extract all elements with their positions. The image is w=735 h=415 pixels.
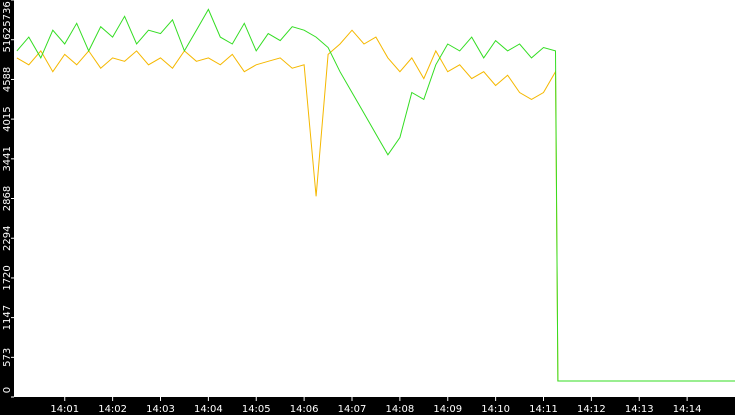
y-tick-label: 5162 [2,27,13,52]
series-line [16,29,735,382]
x-axis-strip [0,397,735,415]
x-tick-label: 14:14 [673,404,702,415]
y-tick-label: 5736 [2,1,13,26]
x-tick-label: 14:10 [481,404,510,415]
x-tick-label: 14:07 [338,404,367,415]
x-tick-label: 14:04 [194,404,223,415]
y-tick-label: 2868 [2,186,13,211]
x-tick-label: 14:08 [385,404,414,415]
x-tick-label: 14:05 [242,404,271,415]
y-tick-label: 4588 [2,67,13,92]
y-axis-strip [0,0,14,415]
y-tick-label: 2294 [2,226,13,251]
x-tick-label: 14:09 [433,404,462,415]
x-tick-label: 14:12 [577,404,606,415]
y-tick-label: 1147 [2,305,13,330]
y-tick-label: 0 [2,387,13,393]
x-tick-label: 14:01 [50,404,79,415]
x-tick-label: 14:02 [98,404,127,415]
x-tick-label: 14:13 [625,404,654,415]
x-tick-label: 14:11 [529,404,558,415]
y-tick-label: 3441 [2,146,13,171]
x-tick-label: 14:06 [290,404,319,415]
x-tick-label: 14:03 [146,404,175,415]
y-tick-label: 573 [2,348,13,367]
y-tick-label: 4015 [2,106,13,131]
y-tick-label: 1720 [2,265,13,290]
series-line [16,8,735,382]
